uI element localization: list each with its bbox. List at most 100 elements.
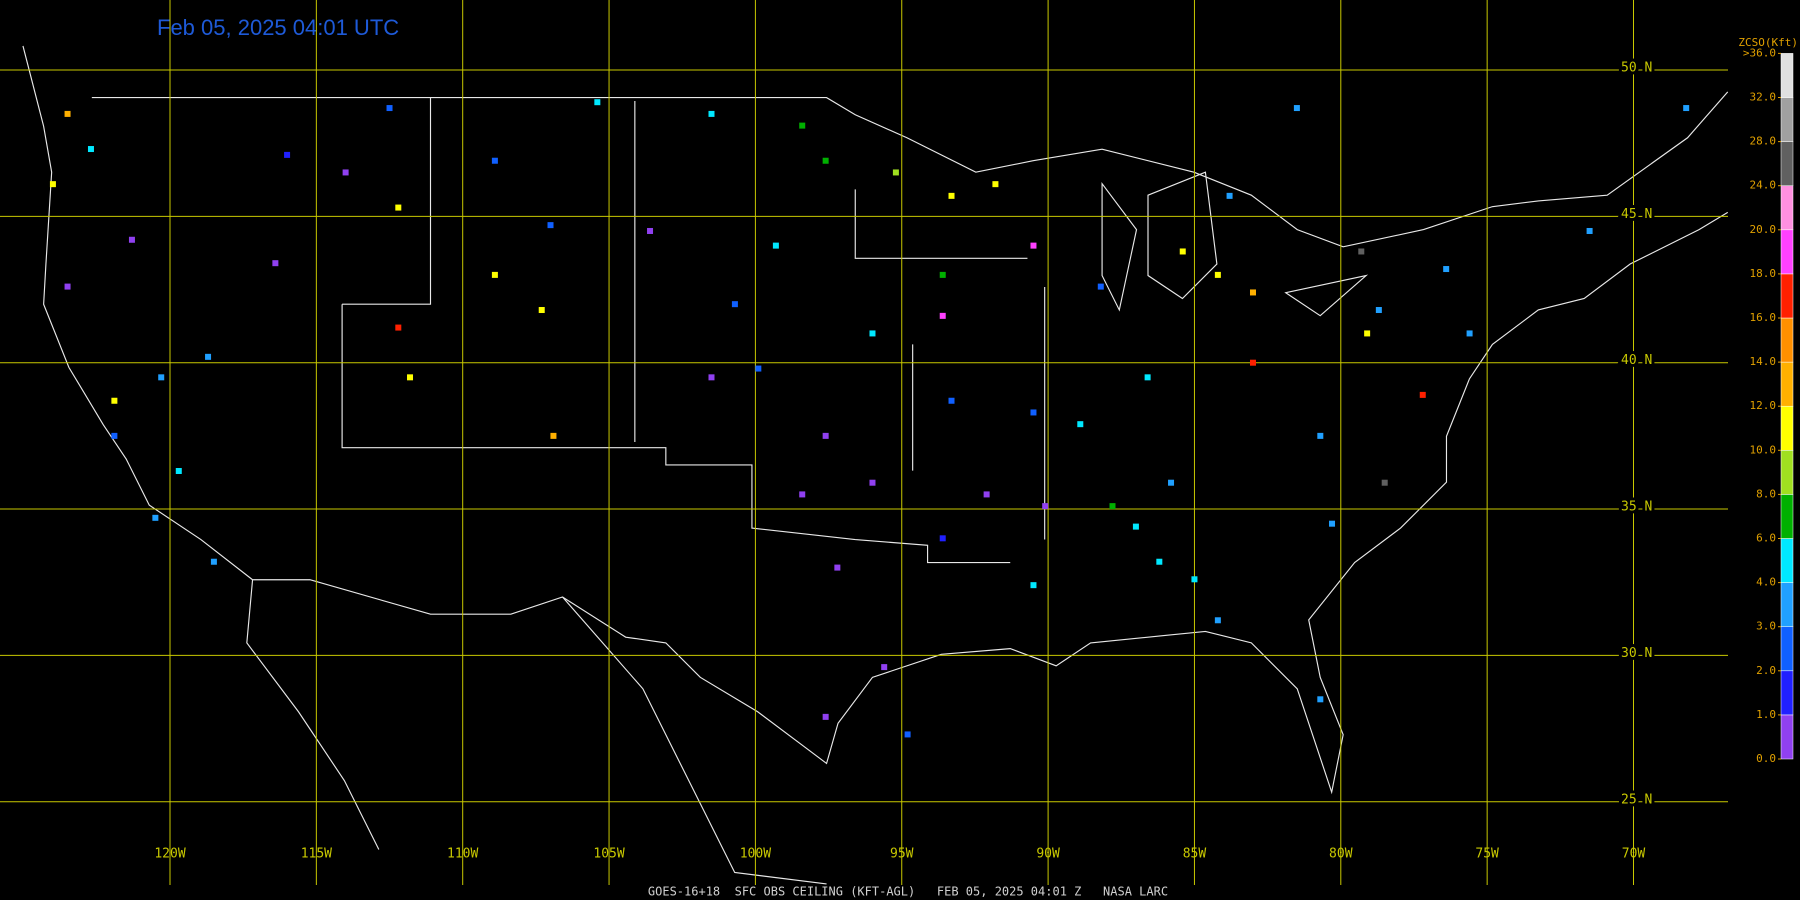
station-obs [1358, 248, 1365, 255]
station-obs [1030, 409, 1037, 416]
station-obs [1466, 330, 1473, 337]
station-obs [904, 731, 911, 738]
colorbar-label: 16.0 [1750, 311, 1777, 324]
colorbar-segment [1780, 229, 1794, 275]
station-obs [1156, 558, 1163, 565]
coastline-outline [22, 45, 1729, 885]
colorbar-label: 18.0 [1750, 267, 1777, 280]
station-obs [799, 122, 806, 129]
station-obs [538, 307, 545, 314]
station-obs [1179, 248, 1186, 255]
station-obs [1317, 432, 1324, 439]
station-obs [158, 374, 165, 381]
colorbar-label: 2.0 [1756, 664, 1776, 677]
station-obs [822, 157, 829, 164]
station-obs [881, 664, 888, 671]
longitude-label: 70W [1622, 847, 1646, 862]
station-obs [1042, 503, 1049, 510]
colorbar-label: 12.0 [1750, 399, 1777, 412]
longitude-label: 110W [447, 847, 478, 862]
colorbar-label: 6.0 [1756, 532, 1776, 545]
station-obs [128, 236, 135, 243]
colorbar-label: >36.0 [1743, 46, 1776, 59]
colorbar-segment [1780, 626, 1794, 672]
longitude-label: 115W [301, 847, 332, 862]
station-obs [1381, 479, 1388, 486]
station-obs [799, 491, 806, 498]
station-obs [939, 271, 946, 278]
station-obs [175, 467, 182, 474]
station-obs [939, 535, 946, 542]
station-obs [1191, 576, 1198, 583]
colorbar-segment [1780, 450, 1794, 495]
latitude-label: 50 N [1621, 61, 1652, 76]
colorbar-segment [1780, 670, 1794, 716]
latitude-label: 40 N [1621, 353, 1652, 368]
colorbar-label: 20.0 [1750, 223, 1777, 236]
colorbar-title: ZCSO(Kft) [1738, 36, 1798, 49]
station-obs [1375, 307, 1382, 314]
colorbar-segment [1780, 538, 1794, 583]
longitude-label: 90W [1036, 847, 1060, 862]
station-obs [1030, 242, 1037, 249]
colorbar-label: 1.0 [1756, 708, 1776, 721]
station-obs [1329, 520, 1336, 527]
station-obs [1443, 266, 1450, 273]
colorbar-label: 0.0 [1756, 752, 1776, 765]
latitude-label: 35 N [1621, 500, 1652, 515]
station-obs [822, 713, 829, 720]
station-obs [822, 432, 829, 439]
station-obs [64, 283, 71, 290]
station-obs [284, 151, 291, 158]
station-obs [992, 181, 999, 188]
station-obs [386, 105, 393, 112]
station-obs [1293, 105, 1300, 112]
longitude-label: 120W [154, 847, 185, 862]
colorbar-label: 32.0 [1750, 91, 1777, 104]
station-obs [772, 242, 779, 249]
station-obs [983, 491, 990, 498]
longitude-label: 100W [740, 847, 771, 862]
latitude-label: 30 N [1621, 646, 1652, 661]
station-obs [869, 479, 876, 486]
latitude-label: 45 N [1621, 207, 1652, 222]
station-obs [1030, 582, 1037, 589]
station-obs [594, 99, 601, 106]
station-obs [1132, 523, 1139, 530]
station-obs [1214, 271, 1221, 278]
station-obs [1419, 391, 1426, 398]
station-obs [205, 353, 212, 360]
colorbar-label: 28.0 [1750, 135, 1777, 148]
colorbar-segment [1780, 185, 1794, 231]
latitude-label: 25 N [1621, 792, 1652, 807]
colorbar-label: 24.0 [1750, 179, 1777, 192]
colorbar-segment [1780, 582, 1794, 627]
colorbar-label: 14.0 [1750, 355, 1777, 368]
colorbar-label: 3.0 [1756, 620, 1776, 633]
station-obs [1364, 330, 1371, 337]
station-obs [939, 312, 946, 319]
colorbar-segment [1780, 494, 1794, 539]
colorbar-segment [1780, 53, 1794, 98]
longitude-label: 80W [1329, 847, 1353, 862]
station-obs [948, 397, 955, 404]
colorbar-label: 4.0 [1756, 576, 1776, 589]
colorbar-label: 10.0 [1750, 443, 1777, 456]
station-obs [948, 192, 955, 199]
latitude-label: 25 N [1621, 792, 1652, 807]
longitude-label: 105W [593, 847, 624, 862]
station-obs [1214, 617, 1221, 624]
station-obs [407, 374, 414, 381]
station-obs [1109, 503, 1116, 510]
station-obs [1097, 283, 1104, 290]
footer: GOES-16+18 SFC OBS CEILING (KFT-AGL) FEB… [648, 885, 1168, 899]
station-obs [547, 222, 554, 229]
station-obs [1586, 227, 1593, 234]
colorbar-segment [1780, 317, 1794, 363]
station-obs [708, 110, 715, 117]
station-obs [272, 260, 279, 267]
colorbar-label: 8.0 [1756, 487, 1776, 500]
